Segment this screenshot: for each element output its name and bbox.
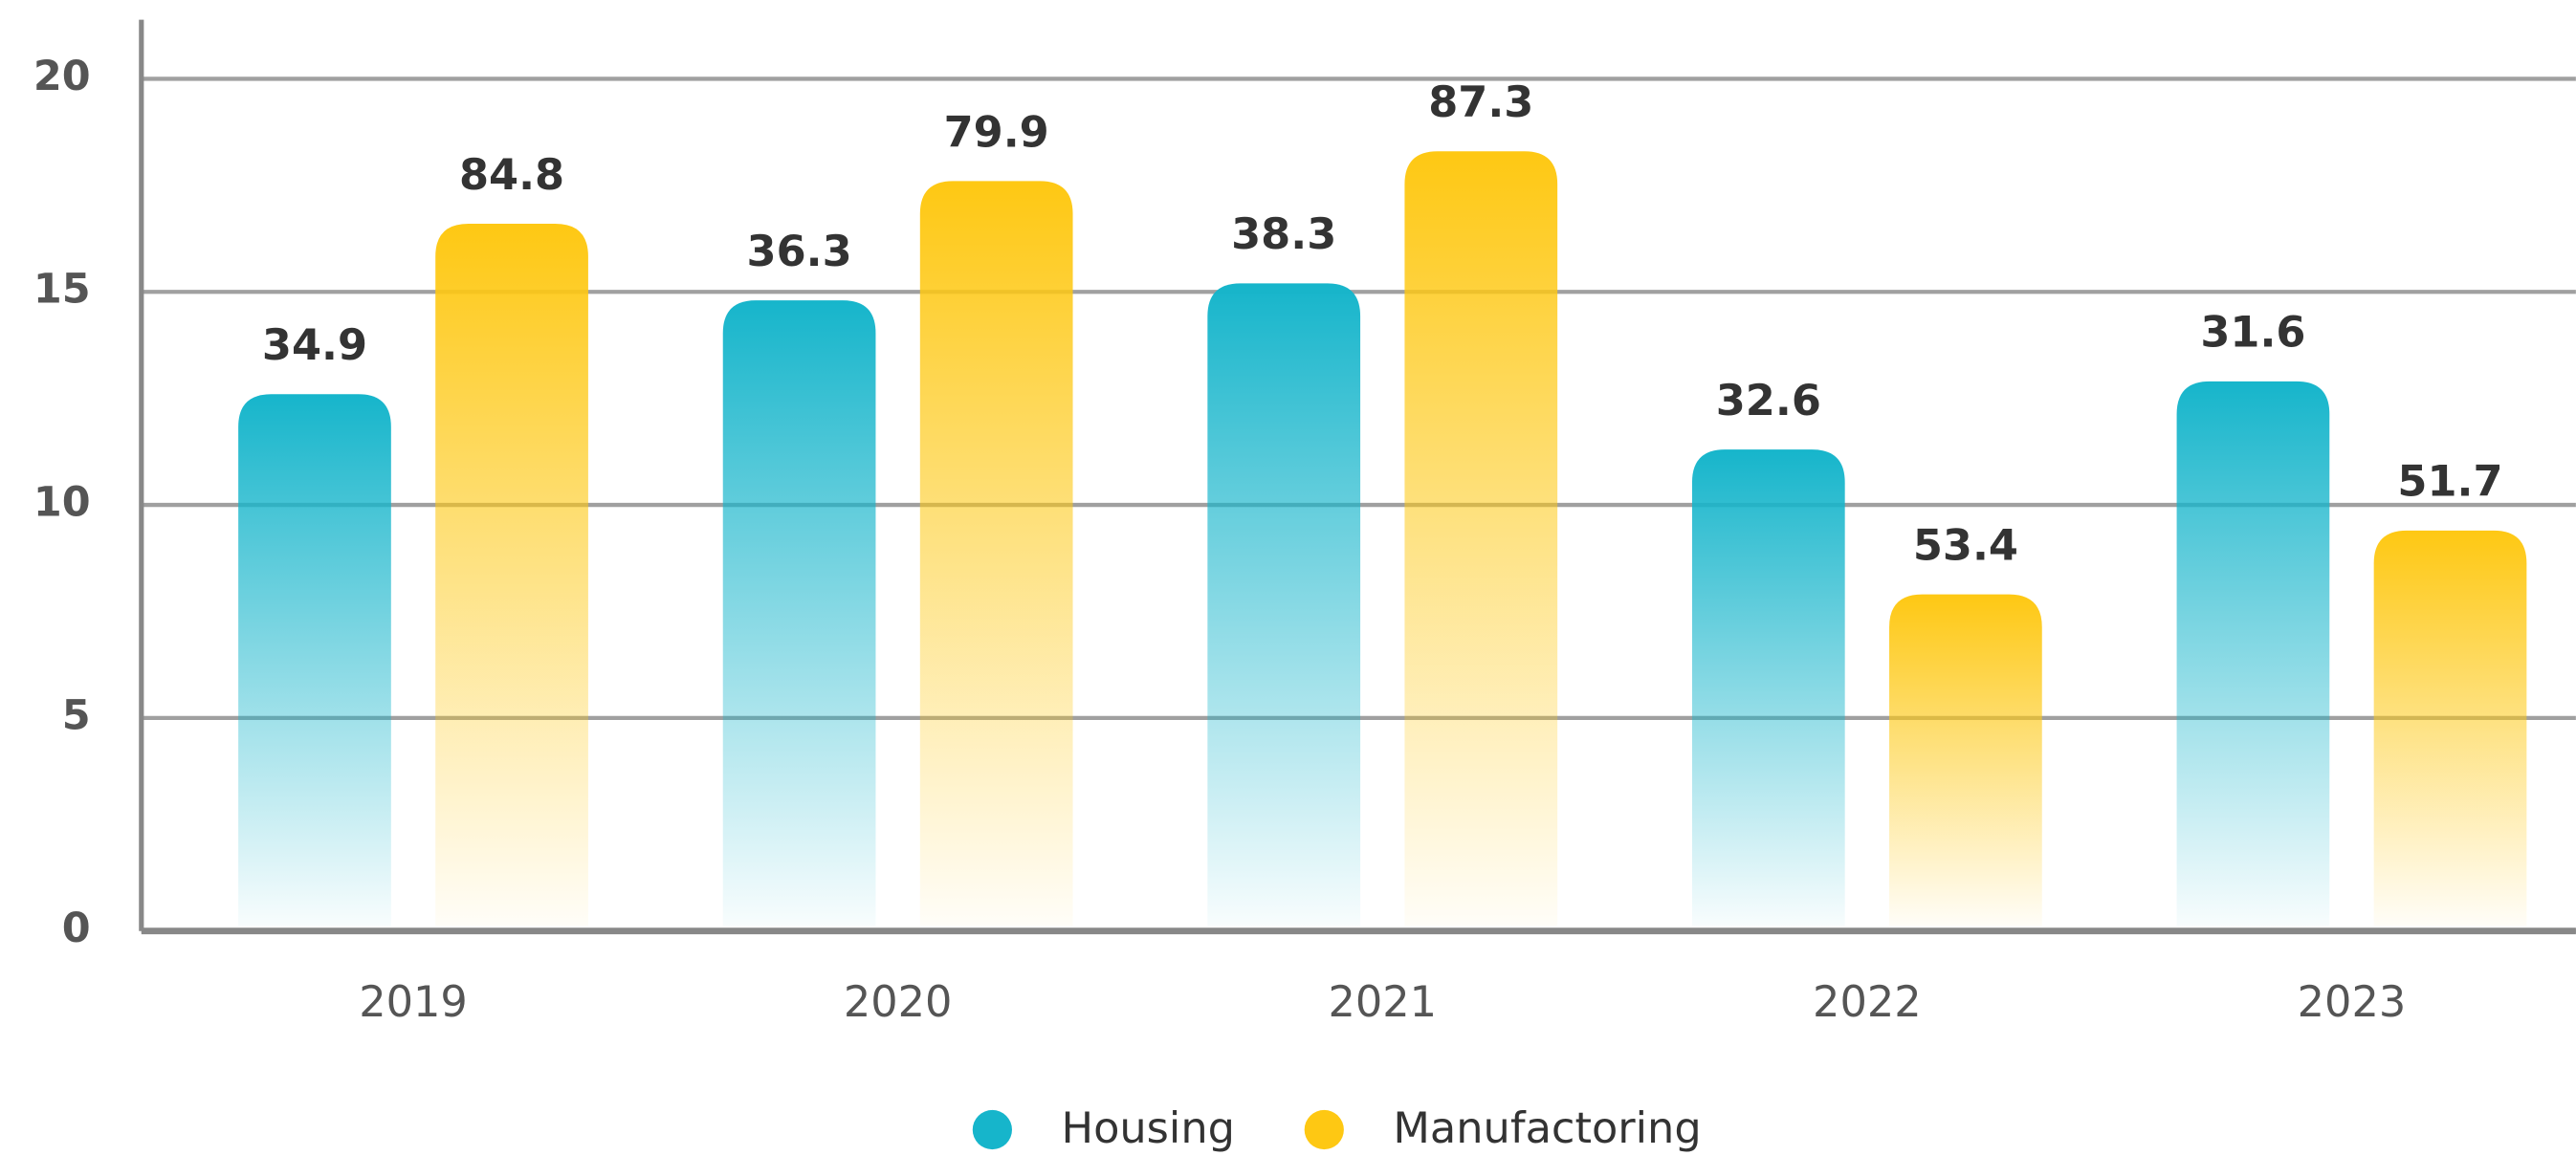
x-tick-label: 2019 bbox=[359, 977, 468, 1027]
bar bbox=[722, 300, 876, 927]
y-tick-label: 20 bbox=[33, 53, 91, 100]
x-tick-label: 2021 bbox=[1328, 977, 1437, 1027]
bar bbox=[435, 223, 588, 927]
y-tick-label: 15 bbox=[33, 266, 91, 314]
x-tick-label: 2023 bbox=[2298, 977, 2407, 1027]
data-label: 79.9 bbox=[944, 107, 1049, 157]
y-tick-label: 5 bbox=[62, 691, 91, 739]
legend-label: Housing bbox=[1062, 1103, 1235, 1153]
legend-label: Manufactoring bbox=[1393, 1103, 1701, 1153]
data-label: 51.7 bbox=[2397, 457, 2502, 507]
data-label: 38.3 bbox=[1231, 209, 1336, 259]
x-tick-label: 2022 bbox=[1813, 977, 1922, 1027]
data-label: 34.9 bbox=[262, 320, 367, 370]
legend-marker bbox=[972, 1109, 1012, 1150]
bar bbox=[2176, 381, 2330, 927]
legend-marker bbox=[1304, 1109, 1344, 1150]
bar bbox=[1404, 151, 1558, 927]
bar bbox=[2373, 530, 2527, 927]
data-label: 36.3 bbox=[747, 227, 852, 276]
y-tick-label: 10 bbox=[33, 479, 91, 527]
bar bbox=[919, 181, 1073, 927]
data-label: 87.3 bbox=[1428, 77, 1533, 127]
bar bbox=[1889, 594, 2042, 927]
bar bbox=[1691, 449, 1845, 927]
data-label: 84.8 bbox=[459, 150, 564, 200]
data-label: 32.6 bbox=[1716, 376, 1821, 425]
data-label: 53.4 bbox=[1913, 521, 2018, 571]
data-label: 31.6 bbox=[2200, 308, 2305, 358]
y-tick-label: 0 bbox=[62, 905, 91, 952]
bar bbox=[238, 394, 391, 927]
x-tick-label: 2020 bbox=[844, 977, 953, 1027]
bar bbox=[1207, 283, 1361, 927]
